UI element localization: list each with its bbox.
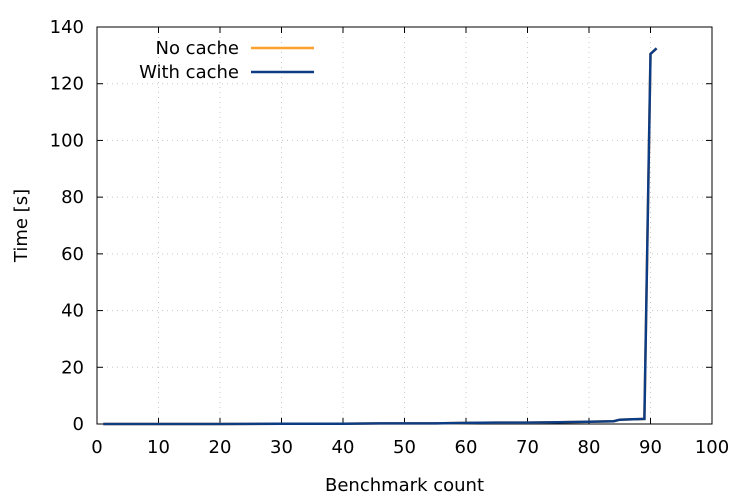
y-tick-label: 120 — [50, 74, 84, 95]
plot-frame — [96, 26, 713, 425]
x-tick-label: 10 — [147, 437, 170, 458]
y-tick-label: 40 — [61, 301, 84, 322]
y-tick-label: 100 — [50, 130, 84, 151]
x-tick-label: 70 — [516, 437, 539, 458]
y-axis-title: Time [s] — [11, 189, 32, 263]
series-lines — [103, 47, 658, 426]
x-tick-label: 90 — [639, 437, 662, 458]
y-tick-labels: 0 20 40 60 80 100 120 140 — [50, 17, 84, 435]
y-tick-label: 20 — [61, 357, 84, 378]
axis-ticks — [96, 26, 713, 425]
x-tick-label: 60 — [455, 437, 478, 458]
x-tick-label: 40 — [332, 437, 355, 458]
series-line-no-cache — [103, 47, 658, 426]
y-tick-label: 60 — [61, 244, 84, 265]
legend-label: No cache — [155, 38, 239, 59]
y-tick-label: 80 — [61, 187, 84, 208]
legend: No cache With cache — [139, 38, 314, 83]
series-line-with-cache — [103, 47, 658, 426]
x-tick-label: 30 — [270, 437, 293, 458]
legend-label: With cache — [139, 62, 239, 83]
y-tick-label: 0 — [73, 414, 84, 435]
x-tick-label: 100 — [695, 437, 729, 458]
x-tick-label: 80 — [578, 437, 601, 458]
x-tick-label: 20 — [209, 437, 232, 458]
x-tick-label: 0 — [91, 437, 102, 458]
y-tick-label: 140 — [50, 17, 84, 38]
grid — [97, 27, 712, 424]
x-tick-label: 50 — [393, 437, 416, 458]
x-tick-labels: 0 10 20 30 40 50 60 70 80 90 100 — [91, 437, 729, 458]
x-axis-title: Benchmark count — [325, 475, 484, 496]
